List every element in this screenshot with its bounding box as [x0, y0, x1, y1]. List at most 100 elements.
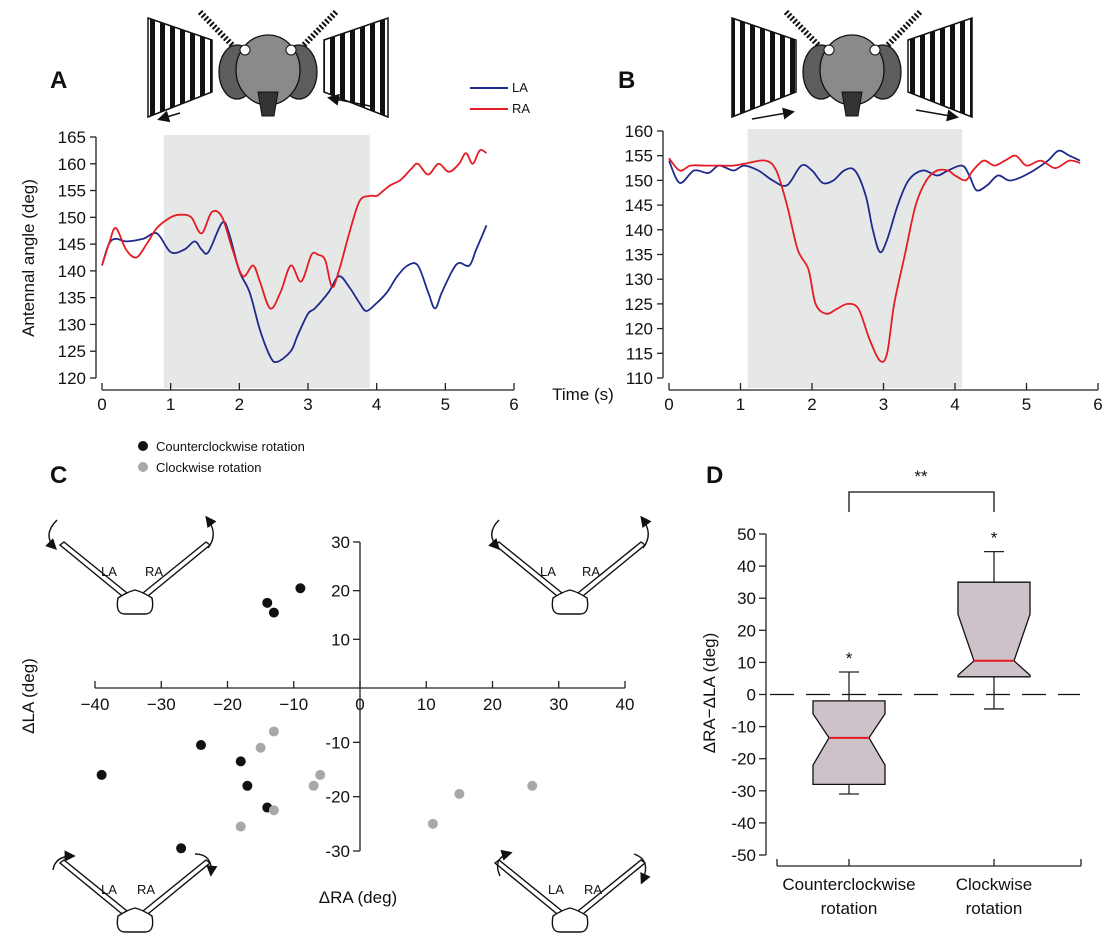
- d-sig-ccw: *: [846, 649, 853, 668]
- b-y-tick-label: 130: [625, 270, 653, 289]
- plot-a: 120 125 130 135 140 145 150 155 160 165 0 1 2 3 4 5 6: [58, 128, 519, 414]
- d-box-cw: [957, 581, 1031, 678]
- d-y-tick-label: 10: [737, 653, 756, 672]
- d-y-tick-label: 40: [737, 557, 756, 576]
- legend-ra-label: RA: [512, 101, 530, 116]
- antennae-diagram-icon: LA RA: [52, 850, 218, 933]
- b-y-tick-label: 120: [625, 320, 653, 339]
- a-x-tick-label: 5: [441, 395, 450, 414]
- antennae-diagram-icon: LA RA: [493, 849, 651, 933]
- antenna-label-ra: RA: [137, 882, 155, 897]
- panel-c: C Counterclockwise rotation Clockwise ro…: [19, 439, 652, 933]
- c-point-clockwise: [235, 821, 246, 832]
- c-point-counterclockwise: [295, 583, 306, 594]
- c-x-tick-label: 30: [549, 695, 568, 714]
- a-y-tick-label: 140: [58, 262, 86, 281]
- a-y-tick-label: 145: [58, 235, 86, 254]
- a-x-tick-label: 2: [235, 395, 244, 414]
- b-y-tick-label: 125: [625, 295, 653, 314]
- b-y-tick-label: 155: [625, 147, 653, 166]
- antenna-label-la: LA: [101, 564, 117, 579]
- a-y-tick-label: 165: [58, 128, 86, 147]
- legend-c: Counterclockwise rotation Clockwise rota…: [138, 439, 305, 475]
- c-point-clockwise: [427, 818, 438, 829]
- a-y-tick-label: 135: [58, 289, 86, 308]
- d-y-tick-label: 30: [737, 589, 756, 608]
- c-x-tick-label: −10: [279, 695, 308, 714]
- panel-a: A LA RA 120 125 130 135 1: [19, 9, 530, 414]
- c-y-tick-label: 20: [331, 582, 350, 601]
- axis-label-y-a: Antennal angle (deg): [19, 179, 38, 337]
- category-label-ccw-line1: Counterclockwise: [782, 875, 915, 894]
- d-y-tick-label: 20: [737, 621, 756, 640]
- d-y-tick-label: -30: [731, 782, 756, 801]
- a-y-tick-label: 125: [58, 342, 86, 361]
- antenna-label-la: LA: [540, 564, 556, 579]
- striped-drum-icon: [731, 16, 797, 119]
- panel-a-letter: A: [50, 67, 67, 94]
- panel-c-letter: C: [50, 462, 67, 489]
- panel-b: B 110 115 120 125 130 135 140 145 150 155 160 0 1 2 3 4…: [618, 9, 1103, 414]
- bee-head-icon: [147, 9, 389, 123]
- c-point-counterclockwise: [242, 780, 253, 791]
- a-y-tick-label: 150: [58, 208, 86, 227]
- b-y-tick-label: 160: [625, 122, 653, 141]
- axis-label-y-d: ΔRA−ΔLA (deg): [700, 633, 719, 754]
- a-x-tick-label: 1: [166, 395, 175, 414]
- a-y-tick-label: 120: [58, 369, 86, 388]
- c-x-tick-label: −40: [81, 695, 110, 714]
- shared-x-axis-label: Time (s): [552, 385, 614, 404]
- a-x-tick-label: 3: [303, 395, 312, 414]
- b-x-tick-label: 6: [1093, 395, 1102, 414]
- c-point-clockwise: [315, 769, 326, 780]
- c-point-clockwise: [255, 742, 266, 753]
- antenna-label-la: LA: [101, 882, 117, 897]
- legend-ccw-marker: [138, 441, 148, 451]
- c-y-tick-label: 30: [331, 533, 350, 552]
- c-y-tick-label: -20: [325, 788, 350, 807]
- c-x-tick-label: 40: [616, 695, 635, 714]
- c-x-tick-label: 10: [417, 695, 436, 714]
- c-point-clockwise: [527, 780, 538, 791]
- d-sig-cw: *: [991, 529, 998, 548]
- antenna-label-ra: RA: [582, 564, 600, 579]
- d-y-tick-label: -10: [731, 718, 756, 737]
- category-label-cw-line1: Clockwise: [956, 875, 1033, 894]
- a-x-tick-label: 4: [372, 395, 381, 414]
- antenna-label-ra: RA: [145, 564, 163, 579]
- b-stimulus-shade: [747, 129, 963, 388]
- antennae-diagram-icon: LA RA: [45, 515, 217, 615]
- legend-ccw-label: Counterclockwise rotation: [156, 439, 305, 454]
- d-y-tick-label: 50: [737, 525, 756, 544]
- d-y-tick-label: -40: [731, 814, 756, 833]
- antennae-diagram-icon: LA RA: [488, 515, 652, 615]
- b-y-tick-label: 145: [625, 196, 653, 215]
- b-x-tick-label: 4: [950, 395, 959, 414]
- d-y-tick-label: -20: [731, 750, 756, 769]
- c-x-tick-label: −30: [147, 695, 176, 714]
- d-sig-bracket: [848, 491, 995, 512]
- c-point-counterclockwise: [96, 769, 107, 780]
- a-y-tick-label: 160: [58, 155, 86, 174]
- c-point-counterclockwise: [235, 756, 246, 767]
- c-point-counterclockwise: [268, 607, 279, 618]
- c-y-tick-label: -10: [325, 733, 350, 752]
- d-y-tick-label: -50: [731, 846, 756, 865]
- striped-drum-icon: [907, 16, 973, 119]
- panel-d-letter: D: [706, 462, 723, 489]
- panel-b-letter: B: [618, 67, 635, 94]
- legend-la-label: LA: [512, 80, 528, 95]
- b-x-tick-label: 0: [664, 395, 673, 414]
- c-y-tick-label: 10: [331, 630, 350, 649]
- antenna-label-ra: RA: [584, 882, 602, 897]
- antenna-label-la: LA: [548, 882, 564, 897]
- c-point-counterclockwise: [176, 843, 187, 854]
- b-y-tick-label: 110: [626, 369, 653, 388]
- c-point-clockwise: [268, 805, 279, 816]
- b-x-tick-label: 3: [879, 395, 888, 414]
- c-x-tick-label: −20: [213, 695, 242, 714]
- b-series-la: [668, 149, 1081, 254]
